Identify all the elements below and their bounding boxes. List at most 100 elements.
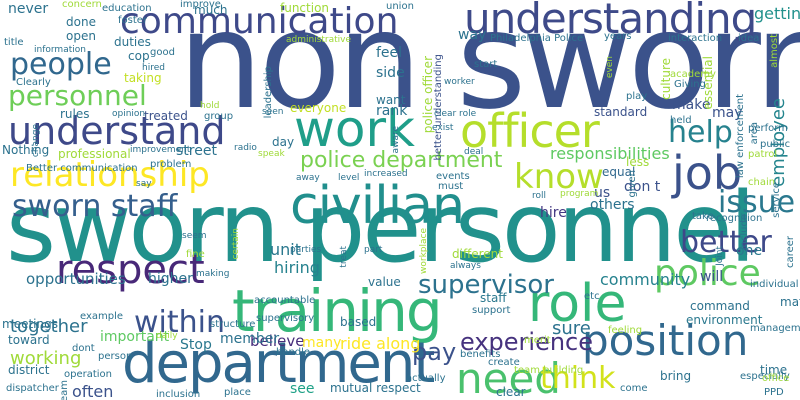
word: individual bbox=[750, 279, 799, 290]
word: less bbox=[626, 155, 650, 169]
word: level bbox=[338, 173, 360, 183]
word: standard bbox=[594, 105, 648, 119]
word: want bbox=[376, 93, 406, 107]
word: make bbox=[672, 97, 711, 113]
word: information bbox=[34, 45, 86, 55]
word: staff bbox=[480, 291, 507, 305]
word: much bbox=[194, 3, 228, 17]
word: radio bbox=[234, 143, 257, 153]
word: always bbox=[450, 261, 481, 271]
word: command bbox=[690, 299, 750, 313]
word: given bbox=[627, 170, 638, 198]
word: officer bbox=[460, 104, 600, 158]
word: department bbox=[122, 331, 435, 396]
word: daily bbox=[156, 331, 178, 341]
word: academy bbox=[670, 69, 716, 80]
word: see bbox=[290, 381, 315, 397]
word: often bbox=[72, 382, 114, 400]
word: within bbox=[134, 305, 225, 340]
word: good bbox=[150, 47, 175, 58]
word: experience bbox=[460, 328, 594, 356]
word: respect bbox=[56, 247, 205, 293]
word: professional bbox=[58, 147, 131, 161]
word: actually bbox=[406, 373, 446, 384]
word: sure bbox=[552, 318, 591, 339]
word: foster bbox=[118, 15, 148, 26]
word: inclusion bbox=[156, 389, 201, 400]
word: duties bbox=[114, 35, 151, 49]
word: treated bbox=[144, 109, 188, 123]
word: position bbox=[582, 316, 749, 365]
word: training bbox=[232, 277, 443, 345]
word: include bbox=[739, 214, 750, 251]
word: others bbox=[590, 197, 635, 213]
word: sworn personnel bbox=[6, 172, 756, 284]
word: Better communication bbox=[26, 163, 138, 174]
word: parties bbox=[290, 245, 322, 255]
word: job bbox=[672, 146, 743, 200]
word: hire bbox=[540, 205, 567, 221]
word: held bbox=[670, 115, 692, 126]
word: clear bbox=[496, 385, 526, 399]
word: rank bbox=[376, 103, 408, 119]
word: come bbox=[620, 383, 648, 394]
word: help bbox=[668, 115, 733, 150]
word: group bbox=[204, 111, 234, 122]
word: don t bbox=[624, 179, 661, 195]
word: higher bbox=[148, 271, 193, 287]
word: work bbox=[294, 100, 415, 158]
word: service bbox=[771, 182, 782, 218]
word: PPD bbox=[764, 387, 784, 398]
word: cop bbox=[128, 49, 150, 63]
word: patrol bbox=[748, 149, 778, 160]
word: deal bbox=[464, 147, 484, 157]
word: together bbox=[10, 316, 88, 337]
word: mutual respect bbox=[330, 381, 421, 395]
word: value bbox=[368, 275, 401, 289]
word: handle bbox=[276, 347, 311, 358]
word: issue bbox=[718, 185, 796, 220]
word: need bbox=[456, 354, 561, 400]
word: may bbox=[712, 105, 743, 121]
word: dispatcher bbox=[6, 383, 59, 394]
word: create bbox=[488, 357, 520, 368]
word: example bbox=[80, 311, 124, 322]
word: change bbox=[31, 124, 41, 158]
word: think bbox=[540, 361, 616, 396]
word: done bbox=[66, 15, 96, 29]
word: toward bbox=[8, 333, 50, 347]
word: member bbox=[220, 331, 280, 347]
word: ride along bbox=[340, 334, 421, 353]
word: even bbox=[605, 56, 615, 79]
word: career bbox=[785, 236, 796, 268]
word: day bbox=[272, 135, 295, 149]
word: will bbox=[700, 269, 724, 285]
word: unit bbox=[270, 240, 301, 259]
word: Clearly bbox=[16, 77, 51, 88]
word: away bbox=[296, 173, 320, 183]
word: police bbox=[654, 253, 761, 294]
word: community bbox=[600, 270, 691, 289]
word: pay bbox=[412, 338, 457, 366]
word: street bbox=[176, 143, 217, 159]
word: equal bbox=[602, 165, 636, 179]
word: non sworn bbox=[178, 0, 800, 139]
word: people bbox=[10, 47, 112, 82]
word: worker bbox=[444, 77, 475, 87]
word: supervisor bbox=[418, 270, 554, 300]
word: Giving bbox=[674, 79, 706, 90]
word: environment bbox=[686, 313, 763, 327]
word: union bbox=[386, 1, 414, 12]
word: team building bbox=[514, 365, 584, 376]
word: understand bbox=[8, 109, 226, 153]
word: responsibilities bbox=[550, 144, 670, 163]
word: rules bbox=[60, 107, 90, 121]
word: understanding bbox=[464, 0, 757, 43]
word: important bbox=[100, 329, 170, 345]
word: dont bbox=[72, 343, 95, 354]
word: certain bbox=[231, 228, 241, 260]
word: operation bbox=[64, 369, 113, 380]
word: treat bbox=[339, 246, 349, 268]
word: increased bbox=[364, 169, 408, 179]
